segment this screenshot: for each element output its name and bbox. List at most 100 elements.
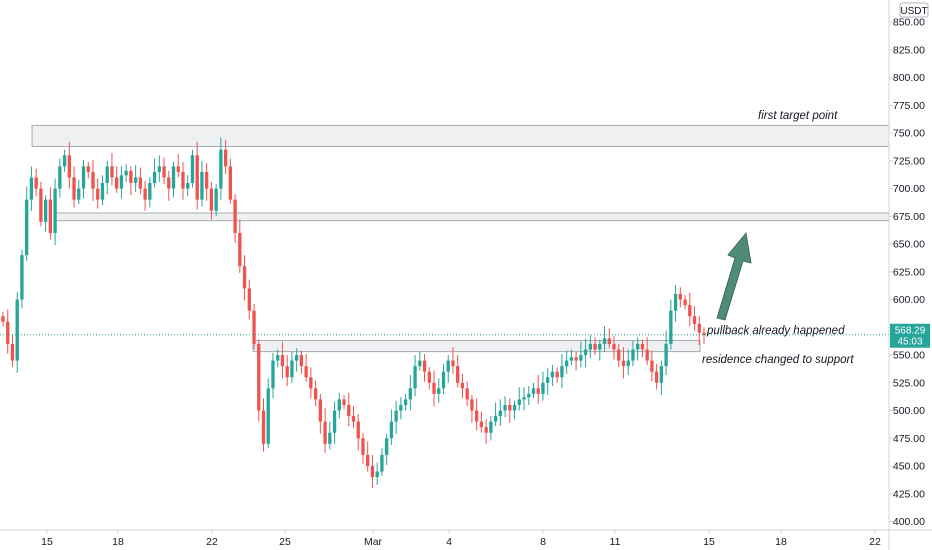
candle-body bbox=[669, 310, 673, 344]
candle-body bbox=[489, 421, 493, 433]
y-tick-label: 525.00 bbox=[893, 377, 925, 389]
candle-body bbox=[10, 343, 15, 361]
candle-body bbox=[124, 170, 128, 176]
candle-body bbox=[110, 166, 114, 178]
y-tick-label: 850.00 bbox=[893, 17, 925, 29]
candle-body bbox=[67, 155, 71, 178]
support-zone[interactable] bbox=[252, 340, 701, 353]
candle-body bbox=[238, 232, 242, 267]
x-tick-label: 22 bbox=[206, 536, 218, 548]
candle-body bbox=[6, 321, 10, 344]
candle-body bbox=[607, 338, 611, 344]
zones bbox=[31, 124, 890, 353]
candle-body bbox=[105, 166, 109, 184]
last-price-badge bbox=[890, 323, 930, 348]
y-tick-label: 600.00 bbox=[893, 294, 925, 306]
candle-body bbox=[77, 188, 81, 200]
candle-body bbox=[427, 371, 431, 383]
candle-body bbox=[617, 349, 621, 361]
x-tick-label: 8 bbox=[540, 536, 546, 548]
y-tick-label: 750.00 bbox=[893, 128, 925, 140]
candle-body bbox=[394, 410, 398, 422]
candle-body bbox=[181, 171, 185, 189]
y-tick-label: 800.00 bbox=[893, 72, 925, 84]
candle-body bbox=[612, 343, 616, 350]
candle-body bbox=[143, 188, 147, 200]
first-target-zone[interactable] bbox=[31, 124, 890, 147]
candle-body bbox=[527, 393, 531, 398]
candle-body bbox=[15, 299, 19, 361]
candle-body bbox=[375, 471, 379, 478]
candle-body bbox=[470, 399, 474, 411]
candle-body bbox=[309, 377, 313, 389]
candle-body bbox=[441, 371, 446, 389]
x-tick-label: 18 bbox=[775, 536, 787, 548]
candle-body bbox=[261, 410, 266, 444]
candle-body bbox=[564, 360, 569, 367]
candle-body bbox=[598, 343, 602, 350]
y-tick-label: 650.00 bbox=[893, 239, 925, 251]
candle-body bbox=[323, 421, 327, 444]
candle-body bbox=[342, 399, 346, 405]
candle-body bbox=[498, 410, 502, 417]
candle-body bbox=[512, 404, 517, 411]
candle-body bbox=[233, 199, 237, 233]
candle-body bbox=[119, 175, 124, 189]
candle-body bbox=[304, 366, 308, 378]
candle-body bbox=[328, 432, 332, 444]
candle-body bbox=[384, 438, 389, 455]
candle-body bbox=[626, 360, 630, 367]
x-tick-label: 11 bbox=[610, 536, 621, 548]
x-tick-label: 18 bbox=[112, 536, 124, 548]
price-axis-bg[interactable] bbox=[889, 0, 932, 530]
candle-body bbox=[569, 357, 574, 361]
candle-body bbox=[413, 366, 417, 389]
candle-body bbox=[53, 188, 57, 233]
candle-body bbox=[48, 199, 53, 233]
y-tick-label: 625.00 bbox=[893, 266, 925, 278]
candle-body bbox=[678, 293, 682, 300]
candle-body bbox=[58, 166, 62, 189]
candle-body bbox=[129, 170, 133, 184]
y-tick-label: 500.00 bbox=[893, 405, 925, 417]
candle-body bbox=[252, 310, 256, 344]
candle-body bbox=[380, 454, 384, 472]
candle-body bbox=[437, 388, 441, 394]
resistance-zone[interactable] bbox=[54, 212, 890, 222]
candle-body bbox=[361, 438, 365, 455]
candle-body bbox=[650, 360, 654, 372]
y-tick-label: 675.00 bbox=[893, 211, 925, 223]
x-axis: 15 18 22 25 Mar 4 8 11 15 18 22 bbox=[41, 530, 881, 548]
candle-body bbox=[157, 166, 161, 172]
candle-body bbox=[214, 188, 218, 211]
candle-body bbox=[39, 188, 43, 222]
candle-body bbox=[25, 199, 29, 256]
candle-body bbox=[640, 343, 645, 350]
candle-body bbox=[266, 388, 270, 444]
candle-body bbox=[621, 360, 626, 367]
annotation-pullback: pullback already happened bbox=[706, 325, 845, 337]
candle-body bbox=[574, 357, 578, 361]
candle-body bbox=[115, 177, 119, 189]
candle-body bbox=[205, 171, 209, 189]
candle-body bbox=[347, 404, 351, 417]
candle-body bbox=[133, 177, 138, 184]
candle-body bbox=[446, 360, 450, 372]
y-tick-label: 450.00 bbox=[893, 461, 925, 473]
candle-body bbox=[654, 371, 659, 383]
candle-body bbox=[271, 360, 275, 389]
y-tick-label: 725.00 bbox=[893, 155, 925, 167]
candle-body bbox=[242, 266, 247, 289]
candle-body bbox=[451, 360, 455, 367]
candle-body bbox=[688, 305, 692, 317]
candle-body bbox=[579, 355, 583, 361]
currency-box[interactable] bbox=[899, 2, 929, 18]
y-tick-label: 475.00 bbox=[893, 433, 925, 445]
candle-body bbox=[664, 343, 668, 367]
candle-body bbox=[560, 366, 564, 378]
candle-body bbox=[460, 382, 465, 389]
candle-body bbox=[555, 371, 559, 378]
x-tick-label: Mar bbox=[364, 536, 383, 548]
candle-body bbox=[403, 399, 408, 405]
